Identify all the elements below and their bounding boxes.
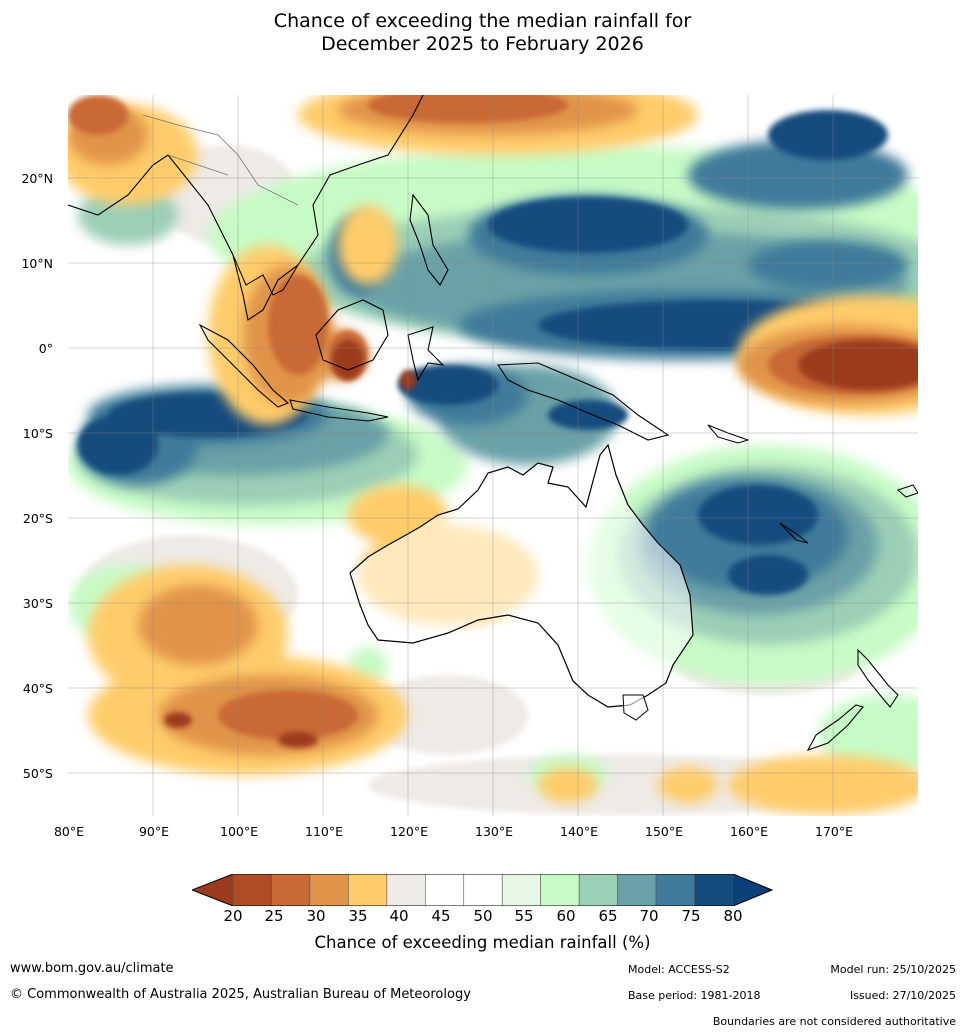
indochina-coastline [232, 254, 299, 296]
issued-text: Issued: 27/10/2025 [849, 989, 956, 1002]
colorbar [192, 874, 774, 906]
disclaimer-text: Boundaries are not considered authoritat… [712, 1015, 956, 1028]
lon-label-160e: 160°E [729, 824, 769, 839]
colorbar-tick-60: 60 [556, 907, 576, 925]
copyright-text: © Commonwealth of Australia 2025, Austra… [10, 987, 471, 1002]
map-canvas [68, 95, 918, 816]
lon-label-130e: 130°E [474, 824, 514, 839]
lon-label-150e: 150°E [644, 824, 684, 839]
colorbar-cells [232, 874, 734, 906]
colorbar-tick-40: 40 [389, 907, 409, 925]
colorbar-tick-20: 20 [223, 907, 243, 925]
colorbar-title: Chance of exceeding median rainfall (%) [314, 933, 651, 952]
tasmania-outline [622, 694, 649, 721]
title-line-1: Chance of exceeding the median rainfall … [273, 10, 692, 32]
model-run-text: Model run: 25/10/2025 [830, 963, 956, 976]
fiji-outline [897, 484, 918, 498]
colorbar-tick-70: 70 [639, 907, 659, 925]
sumatra-outline [198, 323, 290, 408]
colorbar-cell [501, 874, 541, 906]
rainfall-map [68, 95, 918, 816]
colorbar-cell [463, 874, 503, 906]
colorbar-cell [694, 874, 734, 906]
colorbar-cell [617, 874, 657, 906]
new-zealand-outline [857, 648, 899, 708]
new-zealand-south-outline [806, 704, 864, 751]
lon-label-110e: 110°E [304, 824, 344, 839]
map-title: Chance of exceeding the median rainfall … [0, 10, 965, 56]
lon-label-140e: 140°E [559, 824, 599, 839]
colorbar-tick-25: 25 [264, 907, 284, 925]
solomon-islands-outline [707, 424, 750, 444]
lon-label-120e: 120°E [389, 824, 429, 839]
colorbar-cell [578, 874, 618, 906]
colorbar-tick-75: 75 [681, 907, 701, 925]
lat-label-10s: 10°S [22, 426, 53, 441]
lon-label-80e: 80°E [53, 824, 85, 839]
philippines-outline [409, 193, 449, 286]
colorbar-cell [386, 874, 426, 906]
graticule [68, 95, 918, 816]
new-caledonia-outline [779, 522, 809, 544]
colorbar-tick-30: 30 [306, 907, 326, 925]
colorbar-cell [425, 874, 465, 906]
colorbar-tick-35: 35 [348, 907, 368, 925]
lon-label-100e: 100°E [219, 824, 259, 839]
lon-label-90e: 90°E [138, 824, 170, 839]
lat-label-40s: 40°S [22, 681, 53, 696]
colorbar-cell [655, 874, 695, 906]
colorbar-tick-65: 65 [598, 907, 618, 925]
lat-label-50s: 50°S [22, 766, 53, 781]
title-line-2: December 2025 to February 2026 [321, 33, 644, 55]
java-outline [289, 399, 389, 422]
asia-coastline [68, 95, 424, 321]
website-link[interactable]: www.bom.gov.au/climate [10, 961, 174, 976]
lat-label-20s: 20°S [22, 511, 53, 526]
colorbar-tick-45: 45 [431, 907, 451, 925]
colorbar-low-arrow [192, 874, 233, 906]
colorbar-tick-55: 55 [514, 907, 534, 925]
model-text: Model: ACCESS-S2 [628, 963, 730, 976]
borneo-outline [315, 299, 389, 371]
colorbar-cell [271, 874, 311, 906]
australia-outline [349, 443, 694, 708]
lat-label-30s: 30°S [22, 596, 53, 611]
lat-label-0: 0° [38, 341, 53, 356]
lat-label-10n: 10°N [21, 256, 53, 271]
colorbar-tick-50: 50 [473, 907, 493, 925]
very-dry-regions [164, 340, 918, 748]
base-period-text: Base period: 1981-2018 [628, 989, 761, 1002]
lat-label-20n: 20°N [21, 171, 53, 186]
colorbar-cell [540, 874, 580, 906]
colorbar-high-arrow [733, 874, 772, 906]
sulawesi-outline [407, 326, 445, 382]
colorbar-cell [232, 874, 272, 906]
colorbar-cell [348, 874, 388, 906]
colorbar-tick-80: 80 [723, 907, 743, 925]
lon-label-170e: 170°E [814, 824, 854, 839]
colorbar-cell [309, 874, 349, 906]
